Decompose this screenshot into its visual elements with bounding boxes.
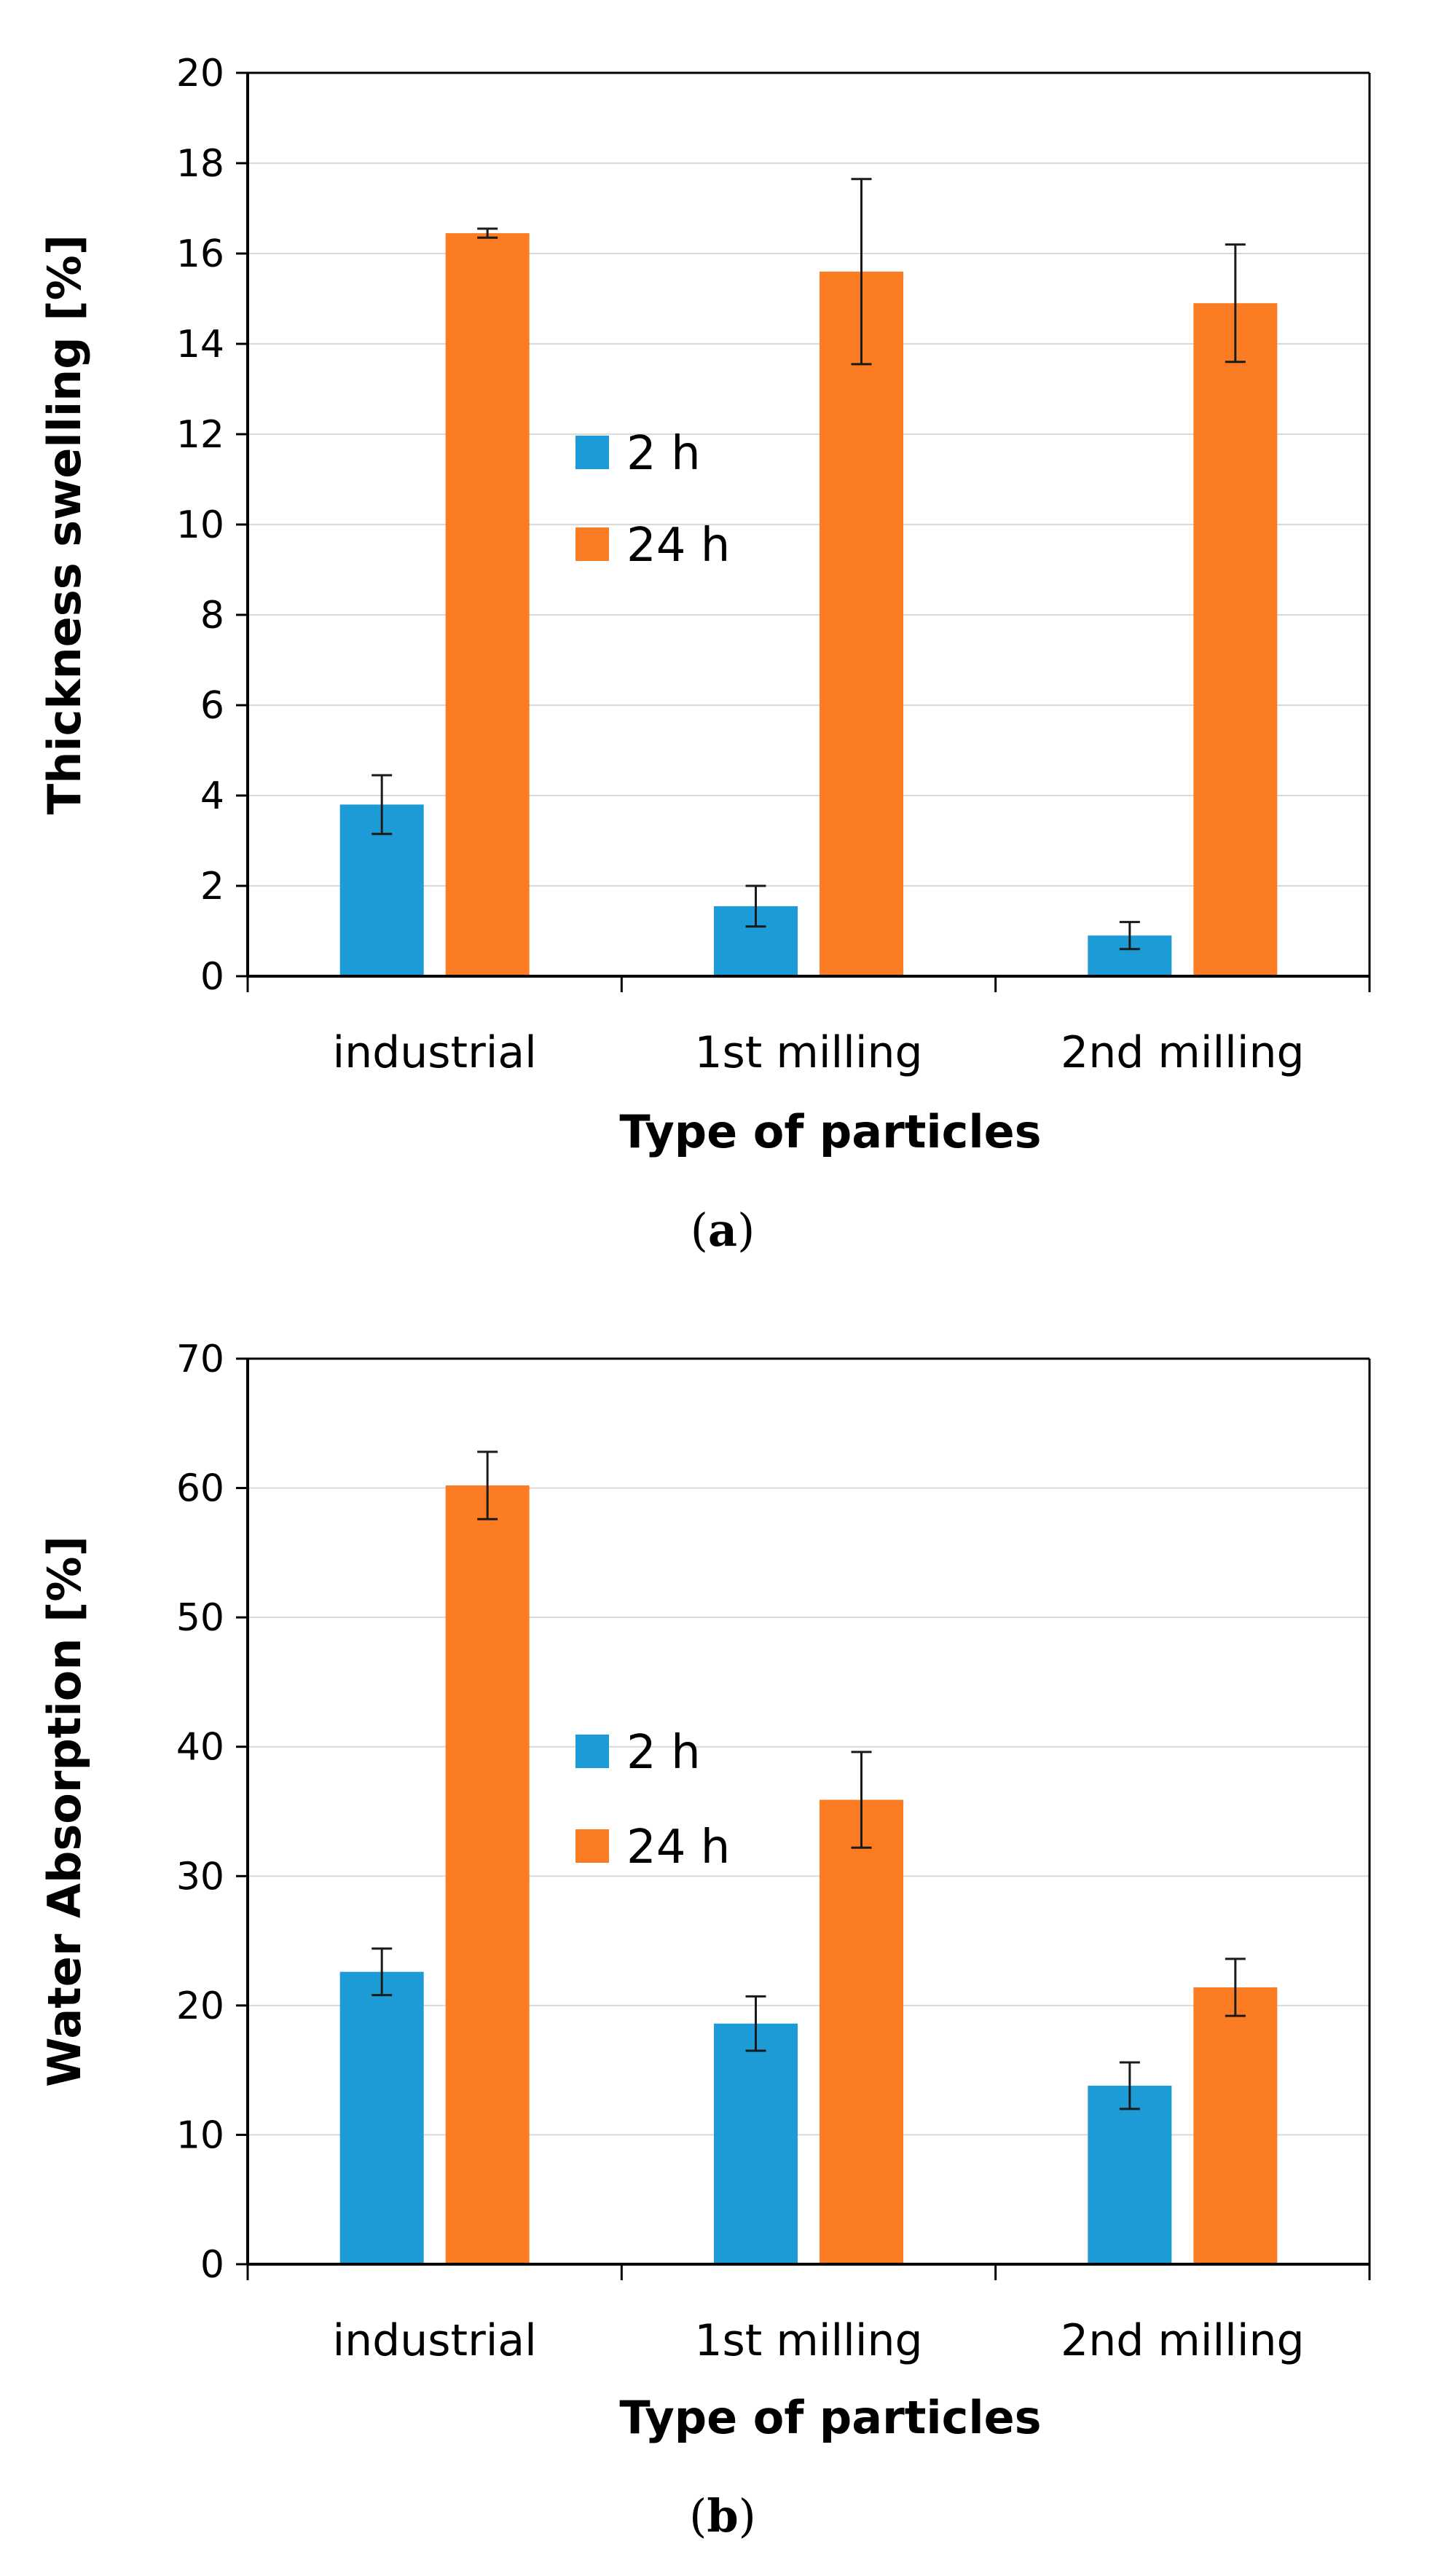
y-tick-label: 14 (176, 323, 224, 366)
y-tick-label: 40 (176, 1726, 224, 1770)
legend-label: 2 h (626, 427, 701, 481)
x-axis-title: Type of particles (619, 2391, 1041, 2444)
y-tick-label: 70 (176, 1338, 224, 1381)
x-tick-label: 2nd milling (1061, 1027, 1305, 1078)
bar-2h (1088, 2085, 1172, 2264)
x-axis-title: Type of particles (619, 1105, 1041, 1158)
y-tick-label: 0 (200, 2243, 224, 2287)
y-tick-label: 12 (176, 413, 224, 457)
y-tick-label: 2 (200, 865, 224, 908)
legend-label: 24 h (626, 519, 730, 573)
bar-2h (714, 2023, 798, 2264)
y-tick-label: 20 (176, 1984, 224, 2028)
bar-24h (445, 1485, 530, 2264)
y-tick-label: 16 (176, 232, 224, 276)
legend-swatch-2h (575, 1735, 609, 1768)
x-tick-label: 2nd milling (1061, 2315, 1305, 2366)
y-tick-label: 10 (176, 2113, 224, 2157)
x-tick-label: industrial (332, 2315, 536, 2366)
bar-24h (820, 1799, 903, 2264)
y-tick-label: 30 (176, 1855, 224, 1898)
y-tick-label: 18 (176, 142, 224, 186)
bar-24h (445, 233, 530, 977)
x-tick-label: 1st milling (694, 2315, 922, 2366)
y-axis-title: Water Absorption [%] (38, 1536, 91, 2087)
panel-label: (b) (689, 2489, 756, 2542)
y-tick-label: 10 (176, 503, 224, 547)
y-tick-label: 6 (200, 684, 224, 728)
y-tick-label: 0 (200, 955, 224, 999)
bar-24h (1193, 303, 1278, 976)
bar-24h (1193, 1987, 1278, 2264)
chart-panel-b: 0 10 20 30 40 50 60 70 industrial 1st milling 2nd … (38, 1338, 1371, 2542)
bar-24h (820, 271, 903, 976)
y-tick-label: 8 (200, 594, 224, 637)
legend-swatch-24h (575, 527, 609, 561)
chart-panel-a: 0 2 4 6 8 10 12 14 16 18 20 industrial 1st milling 2n… (38, 52, 1371, 1257)
x-tick-label: 1st milling (694, 1027, 922, 1078)
y-tick-label: 60 (176, 1467, 224, 1511)
legend-label: 24 h (626, 1821, 730, 1874)
legend-swatch-24h (575, 1829, 609, 1863)
y-tick-label: 4 (200, 774, 224, 818)
panel-label: (a) (691, 1203, 755, 1257)
y-axis-title: Thickness swelling [%] (38, 235, 91, 814)
bar-2h (339, 1971, 424, 2264)
legend-label: 2 h (626, 1726, 701, 1780)
x-tick-label: industrial (332, 1027, 536, 1078)
legend-swatch-2h (575, 436, 609, 469)
y-tick-label: 20 (176, 52, 224, 95)
y-tick-label: 50 (176, 1596, 224, 1640)
